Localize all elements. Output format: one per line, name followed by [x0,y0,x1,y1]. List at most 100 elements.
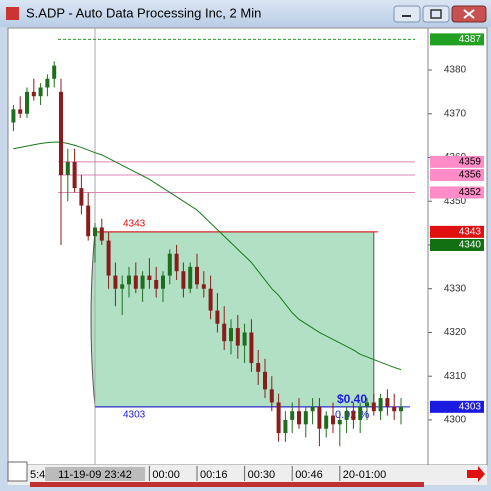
minimize-button[interactable] [393,5,421,23]
candle-body [324,415,329,429]
candle-body [297,411,301,425]
level-box-label: 4303 [459,401,482,412]
candle-body [31,91,36,97]
candle-body [331,415,335,425]
candle-body [147,275,152,280]
close-icon [463,9,475,19]
level-box-label: 4359 [459,156,482,167]
level-box-label: 4340 [459,240,482,251]
x-tick-label: 00:30 [248,469,276,481]
maximize-icon [430,9,442,19]
candle-body [371,402,376,412]
minimize-icon [402,15,411,17]
candle-body [235,328,240,346]
y-tick-label: 4320 [444,327,467,338]
candle-body [303,411,308,425]
candle-body [188,266,193,289]
app-icon [6,7,19,20]
candle-body [161,275,165,289]
cursor-time-box [45,467,145,481]
candle-body [378,398,383,412]
scroll-arrow[interactable] [467,466,485,482]
candle-body [195,266,199,285]
candle-body [133,275,138,289]
window-title: S.ADP - Auto Data Processing Inc, 2 Min [26,5,261,20]
candle-body [113,275,118,289]
candle-body [106,240,111,276]
level-box-label: 4356 [459,170,482,181]
candle-body [167,253,172,276]
x-tick-label: 20-01:00 [343,469,386,481]
candle-body [256,363,261,372]
candle-body [79,188,84,206]
level-label: 4303 [123,409,146,420]
level-box [430,155,484,168]
candle-body [222,323,227,342]
change-amount: $0.40 [337,392,367,406]
candle-body [154,279,159,289]
y-tick-label: 4380 [444,65,467,76]
scroll-bar[interactable] [30,482,424,487]
target-zone [90,231,375,408]
maximize-button[interactable] [422,5,450,23]
candle-body [229,328,233,342]
candle-body [269,389,274,403]
level-box [430,33,484,46]
candle-body [140,275,145,289]
level-box [430,168,484,181]
y-tick-label: 4330 [444,283,467,294]
candle-body [59,91,63,175]
candle-body [351,411,356,420]
candle-body [120,284,125,289]
candle-body [208,288,213,311]
candle-body [11,109,16,123]
candle-body [201,284,206,289]
candle-body [93,227,97,237]
candle-body [249,332,254,364]
candle-body [215,310,220,324]
candle-body [392,406,397,412]
candle-body [45,78,50,88]
x-tick-label: 11-19-09 23:42 [58,469,132,481]
level-box-label: 4352 [459,187,482,198]
candle-body [276,402,281,434]
level-box [430,238,484,251]
candle-body [127,275,131,285]
candle-body [358,406,363,420]
candle-body [52,65,57,79]
candle-body [317,406,322,429]
candle-body [65,161,70,175]
candle-body [72,161,77,189]
candle-body [283,419,288,434]
candle-body [399,406,403,412]
level-label: 4343 [123,218,146,229]
candle-body [365,402,369,407]
candle-body [18,109,23,114]
level-box [430,400,484,413]
y-tick-label: 4370 [444,108,467,119]
candle-body [290,411,295,420]
x-tick-label: 00:16 [200,469,228,481]
candle-body [99,227,104,241]
corner-box [7,461,28,482]
x-tick-label: 00:46 [295,469,323,481]
y-tick-label: 4350 [444,196,467,207]
candle-body [25,91,29,114]
level-box [430,186,484,199]
candle-body [181,271,186,289]
level-box-label: 4343 [459,226,482,237]
candle-body [310,406,315,412]
candle-body [38,87,43,97]
moving-average [13,141,402,371]
candle-body [242,332,247,346]
y-tick-label: 4300 [444,415,467,426]
level-box-label: 4387 [459,34,482,45]
candle-body [263,371,267,390]
candle-body [337,419,342,425]
candle-body [174,253,179,272]
level-box [430,225,484,238]
x-tick-label: 5:4 [30,469,45,481]
y-tick-label: 4310 [444,371,467,382]
x-tick-label: 00:00 [152,469,180,481]
